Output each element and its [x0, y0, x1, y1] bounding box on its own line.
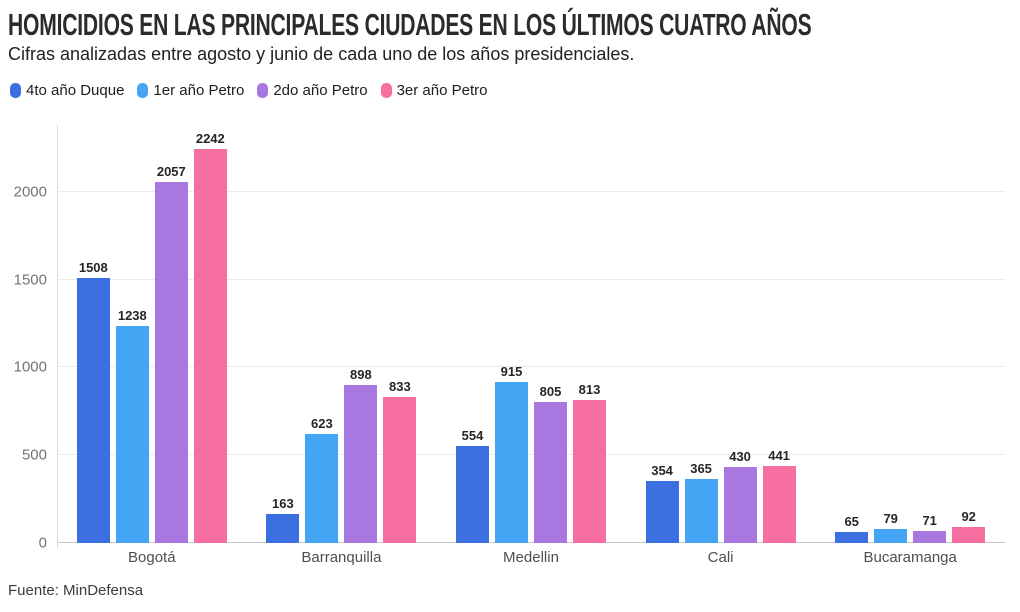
legend-swatch-icon — [257, 83, 269, 98]
bar: 365 — [684, 461, 718, 543]
legend: 4to año Duque 1er año Petro 2do año Petro 3… — [10, 82, 487, 99]
bar: 1508 — [76, 260, 110, 543]
y-axis-line — [57, 125, 58, 548]
bar-value-label: 833 — [389, 378, 411, 394]
bar-value-label: 92 — [961, 508, 976, 524]
bar-value-label: 1508 — [78, 260, 108, 276]
bar-value-label: 813 — [578, 382, 601, 398]
bar-value-label: 915 — [500, 364, 523, 380]
legend-label: 2do año Petro — [273, 82, 368, 99]
legend-swatch-icon — [10, 83, 21, 98]
bar-value-label: 805 — [539, 383, 562, 399]
y-tick-label: 2000 — [13, 183, 47, 201]
gridline — [57, 278, 1005, 280]
bar: 92 — [952, 509, 986, 543]
bar-group: 163 623 898 833 — [247, 125, 437, 543]
bar-group: 354 365 430 441 — [626, 125, 816, 543]
bar: 79 — [874, 511, 908, 543]
bar-value-label: 1238 — [117, 307, 147, 323]
x-axis-category-label: Bucaramanga — [863, 549, 957, 566]
bar: 805 — [533, 384, 567, 543]
bar: 2057 — [154, 164, 188, 543]
bar: 65 — [835, 514, 869, 543]
bar-value-label: 163 — [272, 496, 294, 512]
bar-group: 554 915 805 813 — [436, 125, 626, 543]
bar-value-label: 71 — [922, 512, 937, 528]
x-axis-category-label: Barranquilla — [301, 549, 382, 566]
page-title: HOMICIDIOS EN LAS PRINCIPALES CIUDADES E… — [8, 7, 812, 42]
gridline — [57, 454, 1005, 456]
bar-value-label: 365 — [690, 460, 712, 476]
y-tick-label: 1000 — [13, 358, 47, 376]
bar: 813 — [572, 382, 606, 543]
gridline — [57, 366, 1005, 368]
bar: 1238 — [115, 308, 149, 543]
bar: 441 — [762, 448, 796, 543]
bar-group: 65 79 71 92 — [815, 125, 1005, 543]
legend-swatch-icon — [380, 83, 392, 98]
gridline — [57, 190, 1005, 192]
legend-label: 1er año Petro — [153, 82, 245, 99]
legend-item: 4to año Duque — [10, 82, 124, 99]
bar: 623 — [305, 416, 339, 543]
bar: 2242 — [193, 131, 227, 543]
legend-swatch-icon — [137, 83, 149, 98]
x-axis-labels: Bogotá Barranquilla Medellin Cali Bucaramang… — [57, 549, 1005, 566]
y-tick-label: 500 — [21, 446, 47, 464]
bar-value-label: 354 — [651, 462, 673, 478]
bar: 71 — [913, 513, 947, 543]
legend-label: 3er año Petro — [396, 82, 488, 99]
bar: 163 — [266, 496, 300, 543]
x-axis-category-label: Cali — [707, 549, 734, 566]
legend-item: 2do año Petro — [257, 82, 368, 99]
bar-value-label: 441 — [768, 447, 790, 463]
bar-value-label: 79 — [883, 511, 898, 527]
baseline — [57, 542, 1005, 543]
legend-item: 3er año Petro — [380, 82, 488, 99]
bar-value-label: 65 — [844, 513, 859, 529]
bar-value-label: 2242 — [195, 131, 225, 147]
y-tick-label: 0 — [38, 534, 47, 552]
x-axis-category-label: Bogotá — [128, 549, 176, 566]
bar-group: 1508 1238 2057 2242 — [57, 125, 247, 543]
y-tick-label: 1500 — [13, 271, 47, 289]
bar-value-label: 2057 — [156, 163, 186, 179]
x-axis-category-label: Medellin — [503, 549, 559, 566]
bar-value-label: 554 — [461, 427, 484, 443]
plot-area: 1508 1238 2057 2242 163 623 898 833 554 915 805 813… — [14, 125, 1005, 552]
bar-value-label: 898 — [350, 367, 372, 383]
bar: 554 — [455, 428, 489, 543]
bar: 354 — [645, 463, 679, 543]
chart-subtitle: Cifras analizadas entre agosto y junio d… — [8, 44, 635, 64]
bar-value-label: 430 — [729, 449, 751, 465]
bar: 898 — [344, 367, 378, 543]
bar: 833 — [383, 379, 417, 543]
bar: 430 — [723, 449, 757, 543]
legend-label: 4to año Duque — [26, 82, 125, 99]
source-note: Fuente: MinDefensa — [8, 582, 144, 599]
bar: 915 — [494, 364, 528, 543]
bar-value-label: 623 — [311, 415, 333, 431]
legend-item: 1er año Petro — [137, 82, 244, 99]
bar-groups: 1508 1238 2057 2242 163 623 898 833 554 915 805 813… — [57, 125, 1005, 543]
